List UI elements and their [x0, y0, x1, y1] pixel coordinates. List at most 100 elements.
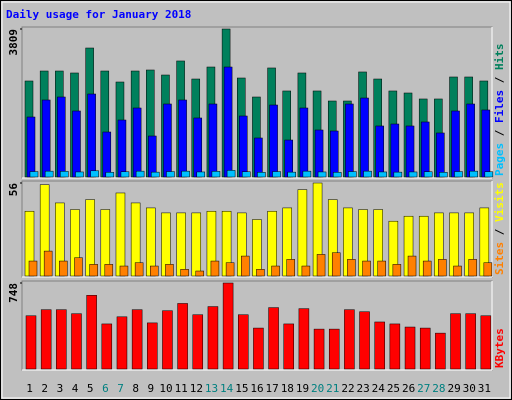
bar: [117, 119, 127, 178]
bar: [210, 260, 220, 277]
x-tick-label: 6: [102, 382, 109, 395]
bar: [374, 321, 385, 370]
x-tick-label: 13: [205, 382, 218, 395]
bar: [222, 282, 234, 370]
bar: [60, 171, 69, 178]
chart-title: Daily usage for January 2018: [6, 8, 191, 21]
x-tick-label: 27: [417, 382, 430, 395]
bar: [423, 171, 433, 178]
bar: [302, 170, 312, 178]
x-tick-label: 16: [250, 382, 263, 395]
bar: [131, 309, 143, 370]
bar: [151, 171, 160, 178]
x-tick-label: 15: [235, 382, 248, 395]
bar: [207, 306, 219, 370]
bar: [40, 309, 52, 370]
bar: [481, 109, 491, 178]
legend: Sites / Visits: [493, 182, 506, 275]
bar: [177, 303, 188, 370]
bar: [196, 171, 206, 178]
bar: [181, 170, 190, 178]
bar: [102, 131, 112, 178]
bar: [465, 313, 476, 370]
bar: [28, 260, 38, 277]
bar: [377, 260, 386, 277]
bar: [253, 327, 264, 370]
bar: [301, 265, 311, 277]
y-tick-label: 3809: [7, 29, 20, 56]
bar: [120, 171, 130, 178]
bar: [436, 132, 445, 178]
bar: [257, 172, 266, 178]
bar: [359, 311, 370, 370]
bar: [43, 250, 53, 277]
x-tick-label: 26: [402, 382, 415, 395]
x-tick-label: 3: [57, 382, 64, 395]
bar: [195, 270, 205, 277]
bar: [242, 171, 251, 178]
bar: [314, 129, 324, 178]
bar: [134, 262, 144, 277]
x-tick-label: 10: [159, 382, 172, 395]
bar: [484, 171, 494, 178]
legend-separator: /: [493, 222, 506, 242]
legend-entry: Visits: [493, 182, 506, 222]
bar: [208, 103, 218, 178]
bar: [328, 328, 340, 370]
bar: [316, 254, 326, 277]
bar: [59, 260, 68, 277]
x-tick-label: 1: [26, 382, 33, 395]
bar: [105, 172, 115, 178]
bar: [389, 323, 401, 370]
bar: [180, 269, 189, 277]
bar: [162, 310, 173, 370]
bar: [298, 308, 310, 370]
bar: [271, 265, 280, 277]
bar: [226, 170, 236, 178]
bar: [360, 97, 369, 178]
bar: [287, 171, 296, 178]
bar: [132, 107, 142, 178]
bar: [272, 171, 281, 178]
x-tick-label: 14: [220, 382, 234, 395]
bar: [72, 110, 81, 178]
bar: [480, 315, 492, 370]
bar: [119, 265, 129, 277]
bar: [284, 139, 293, 178]
x-tick-label: 22: [341, 382, 354, 395]
bar: [239, 115, 248, 178]
bar: [283, 323, 294, 370]
bar: [405, 125, 415, 178]
bar: [363, 170, 372, 178]
bar: [329, 130, 339, 178]
legend-entry: KBytes: [493, 328, 506, 368]
bar: [104, 264, 114, 277]
bar: [56, 309, 67, 370]
bar: [422, 260, 432, 277]
bar: [313, 328, 325, 370]
legend: Pages / Files / Hits: [493, 44, 506, 177]
bar: [420, 121, 430, 178]
x-tick-label: 9: [148, 382, 155, 395]
legend-entry: Files: [493, 90, 506, 123]
bar: [191, 212, 202, 277]
bar: [150, 265, 159, 277]
bar: [176, 212, 186, 277]
bar: [299, 107, 309, 178]
bar: [166, 171, 175, 178]
x-tick-label: 21: [326, 382, 339, 395]
bar: [254, 137, 263, 178]
bar: [26, 116, 36, 178]
bar: [163, 103, 172, 178]
bar: [469, 170, 478, 178]
bar: [225, 262, 235, 277]
bar: [268, 307, 279, 370]
bar: [375, 125, 384, 178]
y-tick-label: 748: [7, 283, 20, 303]
bar: [101, 323, 113, 370]
bar: [116, 316, 128, 370]
bar: [439, 172, 448, 178]
bar: [90, 170, 99, 178]
